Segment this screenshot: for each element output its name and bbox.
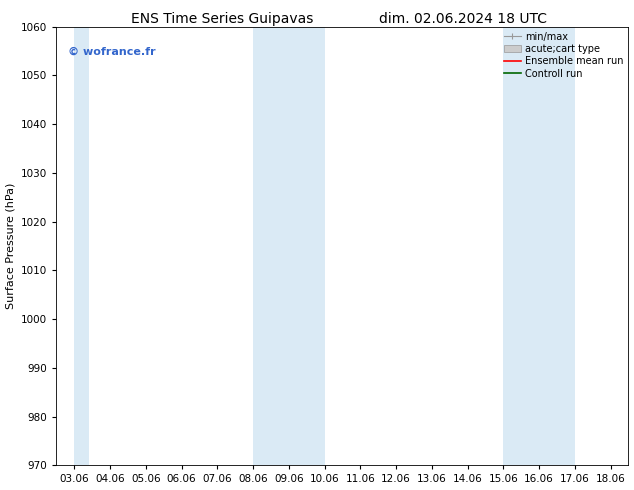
Bar <box>74 27 89 465</box>
Text: © wofrance.fr: © wofrance.fr <box>68 47 155 56</box>
Bar <box>253 27 325 465</box>
Text: dim. 02.06.2024 18 UTC: dim. 02.06.2024 18 UTC <box>379 12 547 26</box>
Bar <box>503 27 575 465</box>
Legend: min/max, acute;cart type, Ensemble mean run, Controll run: min/max, acute;cart type, Ensemble mean … <box>501 29 626 81</box>
Text: ENS Time Series Guipavas: ENS Time Series Guipavas <box>131 12 313 26</box>
Y-axis label: Surface Pressure (hPa): Surface Pressure (hPa) <box>6 183 16 309</box>
